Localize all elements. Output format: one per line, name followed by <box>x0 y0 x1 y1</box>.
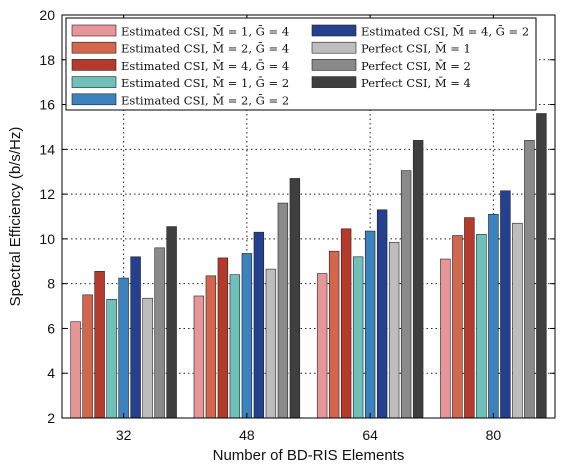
legend-box <box>65 17 537 111</box>
bar <box>106 299 117 419</box>
bar <box>364 230 376 419</box>
bar <box>94 271 105 419</box>
legend-label: Perfect CSI, M̄ = 2 <box>361 59 471 73</box>
bar <box>166 226 177 419</box>
bar <box>118 277 129 419</box>
bars <box>70 113 547 419</box>
bar <box>142 297 153 419</box>
bar <box>464 217 475 419</box>
legend-label: Estimated CSI, M̄ = 2, Ḡ = 2 <box>121 93 289 107</box>
bar <box>277 202 289 419</box>
bar <box>340 228 352 419</box>
x-tick-label: 48 <box>239 427 255 443</box>
y-axis-label: Spectral Efficiency (b/s/Hz) <box>7 127 24 307</box>
plot-frame <box>61 14 556 419</box>
legend-label: Estimated CSI, M̄ = 4, Ḡ = 2 <box>361 25 529 39</box>
bar <box>253 231 265 419</box>
bar <box>205 275 217 419</box>
bar <box>241 253 253 419</box>
bar <box>536 113 547 419</box>
legend-swatch <box>311 76 357 88</box>
x-tick-label: 32 <box>116 427 132 443</box>
y-tick-label: 2 <box>47 410 55 426</box>
bar <box>217 257 229 419</box>
legend-swatch <box>71 41 117 54</box>
bar <box>488 213 499 419</box>
bar <box>70 321 81 419</box>
legend-swatch <box>71 59 117 71</box>
legend-swatch <box>71 24 117 37</box>
bar <box>476 234 487 419</box>
bar <box>154 247 165 419</box>
y-tick-label: 10 <box>39 231 55 247</box>
x-tick-label: 80 <box>486 427 502 443</box>
legend-swatch <box>311 41 357 54</box>
bar <box>265 268 277 419</box>
y-tick-label: 16 <box>39 97 55 113</box>
bar <box>512 222 523 419</box>
x-axis-label: Number of BD-RIS Elements <box>213 447 405 464</box>
bar <box>400 170 412 419</box>
bar <box>130 256 141 419</box>
legend-label: Perfect CSI, M̄ = 1 <box>361 42 471 56</box>
y-tick-label: 8 <box>47 276 55 292</box>
legend-swatch <box>71 93 117 106</box>
bar <box>376 209 388 419</box>
bar <box>452 235 463 419</box>
bar <box>412 140 424 419</box>
legend-swatch <box>311 24 357 37</box>
bar <box>352 256 364 419</box>
bar <box>524 140 535 419</box>
legend-swatch <box>71 76 117 88</box>
legend-label: Estimated CSI, M̄ = 2, Ḡ = 4 <box>121 42 289 56</box>
x-tick-label: 64 <box>362 427 378 443</box>
bar <box>440 258 451 419</box>
bar <box>289 178 301 419</box>
legend-label: Estimated CSI, M̄ = 4, Ḡ = 4 <box>121 59 289 73</box>
legend: Estimated CSI, M̄ = 1, Ḡ = 4 Estimated C… <box>65 17 537 111</box>
bar <box>82 294 93 419</box>
y-tick-label: 14 <box>39 141 55 157</box>
bar <box>316 273 328 419</box>
legend-label: Perfect CSI, M̄ = 4 <box>361 76 471 90</box>
legend-swatch <box>311 59 357 71</box>
y-tick-label: 4 <box>47 365 55 381</box>
y-tick-label: 18 <box>39 52 55 68</box>
y-tick-label: 6 <box>47 320 55 336</box>
bar <box>229 274 241 419</box>
bar <box>500 190 511 419</box>
bar <box>193 295 205 419</box>
bar <box>328 250 340 419</box>
legend-label: Estimated CSI, M̄ = 1, Ḡ = 2 <box>121 76 289 90</box>
legend-label: Estimated CSI, M̄ = 1, Ḡ = 4 <box>121 25 289 39</box>
axis-ticks: 2 4 6 8 10 12 14 16 18 20 32 48 64 80 <box>39 7 555 443</box>
y-tick-label: 12 <box>39 186 55 202</box>
y-tick-label: 20 <box>39 7 55 23</box>
bar <box>388 241 400 419</box>
